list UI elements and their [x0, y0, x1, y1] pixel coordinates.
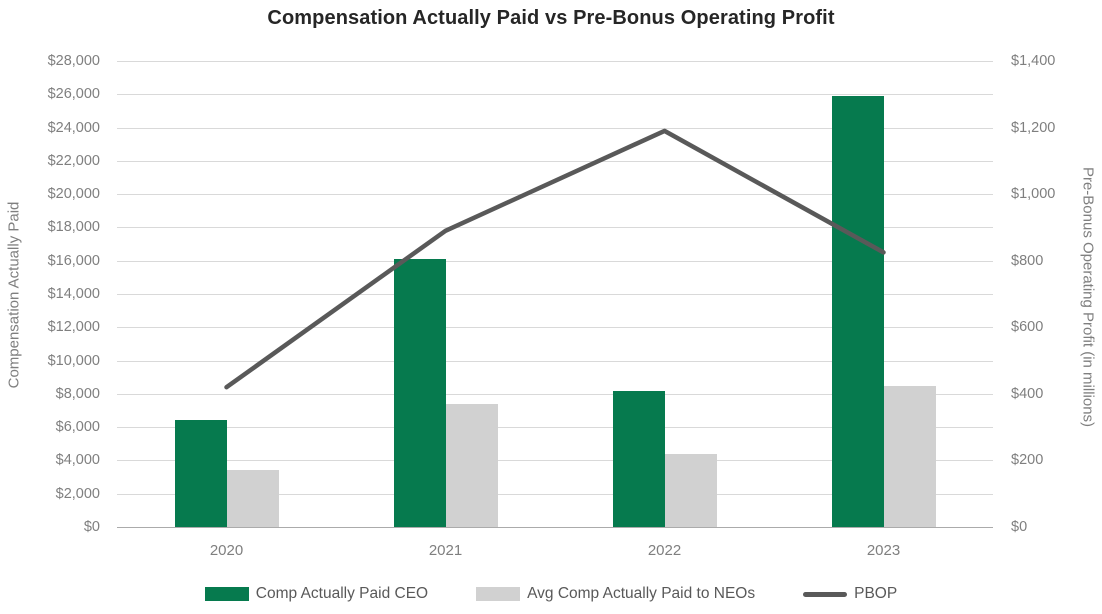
left-axis-tick: $24,000 — [47, 119, 100, 136]
gridline — [117, 127, 993, 129]
legend-item-comp-actually-paid-ceo: Comp Actually Paid CEO — [204, 585, 429, 603]
x-axis-label-2021: 2021 — [428, 542, 463, 559]
bar-ceo-2022 — [612, 390, 665, 527]
bar-neo-2021 — [445, 403, 498, 527]
gridline — [117, 393, 993, 395]
left-axis-tick: $16,000 — [47, 252, 100, 269]
bar-neo-2023 — [883, 385, 936, 527]
right-axis-tick: $400 — [1011, 385, 1044, 402]
right-axis-tick: $600 — [1011, 319, 1044, 336]
legend-label: PBOP — [854, 585, 898, 602]
right-axis-tick: $800 — [1011, 252, 1044, 269]
left-axis-title: Compensation Actually Paid — [5, 201, 23, 389]
bar-neo-2022 — [664, 453, 717, 527]
left-axis-tick: $0 — [83, 519, 100, 535]
gridline — [117, 460, 993, 462]
x-axis-label-2022: 2022 — [647, 542, 682, 559]
left-axis-tick: $22,000 — [47, 152, 100, 169]
right-axis-tick: $0 — [1011, 519, 1028, 535]
gridline — [117, 427, 993, 429]
left-axis-tick: $12,000 — [47, 319, 100, 336]
gridline — [117, 94, 993, 96]
bar-swatch-icon — [204, 587, 249, 601]
pbop-line — [224, 128, 886, 390]
bar-neo-2020 — [226, 470, 279, 527]
right-axis-tick: $1,000 — [1011, 186, 1056, 203]
left-axis-tick: $8,000 — [55, 385, 100, 402]
bar-ceo-2023 — [831, 95, 884, 527]
left-axis-tick: $2,000 — [55, 485, 100, 502]
left-axis-tick: $28,000 — [47, 53, 100, 69]
left-axis-tick: $20,000 — [47, 186, 100, 203]
legend-item-pbop: PBOP — [803, 585, 897, 603]
x-axis-line — [117, 527, 993, 528]
left-axis-tick: $10,000 — [47, 352, 100, 369]
gridline — [117, 61, 993, 62]
right-axis-tick: $1,400 — [1011, 53, 1056, 69]
legend-label: Avg Comp Actually Paid to NEOs — [527, 585, 756, 602]
left-axis-tick: $26,000 — [47, 86, 100, 103]
x-axis-label-2023: 2023 — [866, 542, 901, 559]
right-axis-tick: $1,200 — [1011, 119, 1056, 136]
legend-label: Comp Actually Paid CEO — [255, 585, 429, 602]
line-swatch-icon — [803, 591, 848, 597]
left-axis-tick: $18,000 — [47, 219, 100, 236]
x-axis-label-2020: 2020 — [209, 542, 244, 559]
bar-swatch-icon — [476, 587, 521, 601]
legend: Comp Actually Paid CEO Avg Comp Actually … — [0, 585, 1102, 603]
bar-ceo-2021 — [393, 259, 446, 527]
left-axis-tick: $4,000 — [55, 452, 100, 469]
legend-item-avg-comp-actually-paid-to-neos: Avg Comp Actually Paid to NEOs — [476, 585, 755, 603]
gridline — [117, 493, 993, 495]
right-axis-tick: $200 — [1011, 452, 1044, 469]
bar-ceo-2020 — [174, 420, 227, 527]
left-axis-tick: $14,000 — [47, 286, 100, 302]
chart-title: Compensation Actually Paid vs Pre-Bonus … — [267, 7, 835, 29]
left-axis-tick: $6,000 — [55, 419, 100, 436]
